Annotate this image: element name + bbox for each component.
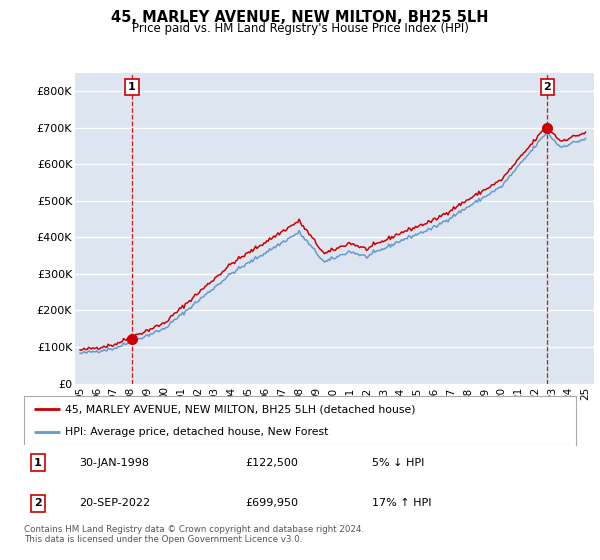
Text: 5% ↓ HPI: 5% ↓ HPI [372,458,424,468]
Text: 45, MARLEY AVENUE, NEW MILTON, BH25 5LH (detached house): 45, MARLEY AVENUE, NEW MILTON, BH25 5LH … [65,404,416,414]
Text: Price paid vs. HM Land Registry's House Price Index (HPI): Price paid vs. HM Land Registry's House … [131,22,469,35]
Text: 1: 1 [128,82,136,92]
Text: £122,500: £122,500 [245,458,298,468]
Text: 45, MARLEY AVENUE, NEW MILTON, BH25 5LH: 45, MARLEY AVENUE, NEW MILTON, BH25 5LH [111,10,489,25]
Text: 17% ↑ HPI: 17% ↑ HPI [372,498,431,508]
Text: 20-SEP-2022: 20-SEP-2022 [79,498,151,508]
Text: 2: 2 [543,82,551,92]
Text: 2: 2 [34,498,41,508]
Text: Contains HM Land Registry data © Crown copyright and database right 2024.
This d: Contains HM Land Registry data © Crown c… [24,525,364,544]
Text: 30-JAN-1998: 30-JAN-1998 [79,458,149,468]
Text: 1: 1 [34,458,41,468]
Text: £699,950: £699,950 [245,498,298,508]
Text: HPI: Average price, detached house, New Forest: HPI: Average price, detached house, New … [65,427,329,437]
